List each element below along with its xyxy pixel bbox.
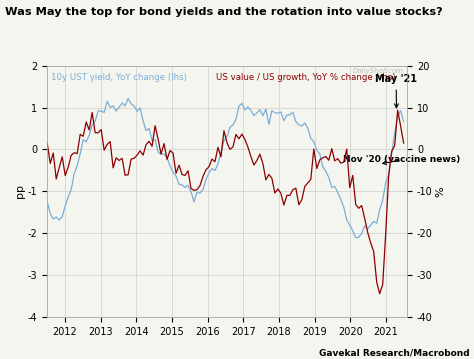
Text: 10y UST yield, YoY change (lhs): 10y UST yield, YoY change (lhs) <box>51 73 187 82</box>
Y-axis label: %: % <box>436 186 446 197</box>
Text: Was May the top for bond yields and the rotation into value stocks?: Was May the top for bond yields and the … <box>5 7 442 17</box>
Text: DailyShot.com: DailyShot.com <box>353 68 404 74</box>
Text: May '21: May '21 <box>375 74 417 108</box>
Y-axis label: pp: pp <box>15 185 25 199</box>
Text: Gavekal Research/Macrobond: Gavekal Research/Macrobond <box>319 348 469 357</box>
Text: Nov '20 (vaccine news): Nov '20 (vaccine news) <box>343 155 460 164</box>
Text: US value / US growth, YoY % change (rhs): US value / US growth, YoY % change (rhs) <box>217 73 396 82</box>
